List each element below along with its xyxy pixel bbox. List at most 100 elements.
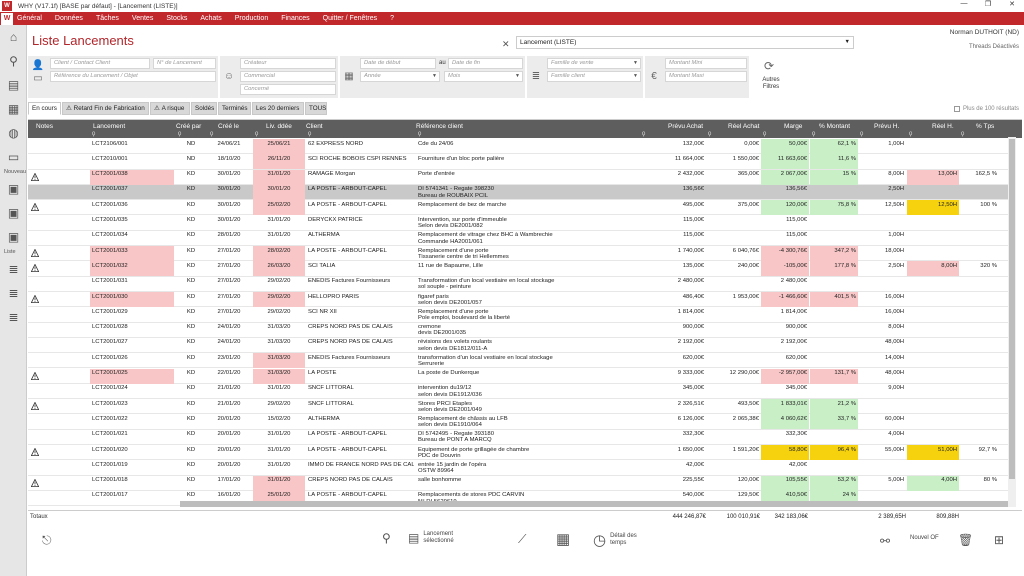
time-detail-button[interactable]: ◷ Détail des temps	[593, 531, 644, 549]
date-debut-field[interactable]: Date de début	[360, 58, 436, 69]
clear-select-icon[interactable]: ✕	[502, 39, 510, 49]
column-header-5[interactable]: Client	[306, 123, 323, 130]
date-fin-field[interactable]: Date de fin	[448, 58, 523, 69]
table-row[interactable]: LCT2001/034 KD 28/01/20 31/01/20 ALTHERMA Rem…	[28, 231, 1008, 247]
famille-client-select[interactable]: Famille client ▼	[547, 71, 641, 82]
column-search-icon[interactable]: ϙ	[708, 131, 712, 137]
table-row[interactable]: LCT2001/033 KD 27/01/20 28/02/20 LA POSTE - …	[28, 246, 1008, 262]
column-header-0[interactable]: Notes	[36, 123, 53, 130]
table-row[interactable]: LCT2001/019 KD 20/01/20 31/01/20 IMMO DE FRA…	[28, 460, 1008, 476]
column-search-icon[interactable]: ϙ	[961, 131, 965, 137]
menu-item-6[interactable]: Production	[234, 15, 269, 22]
menu-item-4[interactable]: Stocks	[166, 15, 188, 22]
montant-maxi-field[interactable]: Montant Maxi	[665, 71, 747, 82]
table-row[interactable]: LCT2001/036 KD 30/01/20 25/02/20 LA POSTE - …	[28, 200, 1008, 216]
new-item-icon[interactable]: ▣	[7, 206, 20, 220]
table-row[interactable]: LCT2001/021 KD 20/01/20 31/01/20 LA POSTE - …	[28, 430, 1008, 445]
other-filters-button[interactable]: Autres Filtres	[762, 77, 780, 90]
maximize-icon[interactable]: ❐	[984, 1, 992, 8]
table-row[interactable]: LCT2001/037 KD 30/01/20 30/01/20 LA POSTE - …	[28, 184, 1008, 201]
menu-logo-icon[interactable]: W	[1, 12, 13, 25]
column-header-6[interactable]: Référence client	[416, 123, 463, 130]
column-search-icon[interactable]: ϙ	[255, 131, 259, 137]
close-icon[interactable]: ✕	[1009, 1, 1015, 8]
menu-item-0[interactable]: Général	[17, 15, 42, 22]
column-search-icon[interactable]: ϙ	[812, 131, 816, 137]
column-header-3[interactable]: Créé le	[218, 123, 239, 130]
column-header-9[interactable]: Marge	[784, 123, 803, 130]
table-row[interactable]: LCT2001/027 KD 24/01/20 31/03/20 CREPS NORD …	[28, 338, 1008, 354]
column-header-2[interactable]: Créé par	[176, 123, 202, 130]
tab-1[interactable]: ⚠ Retard Fin de Fabrication	[62, 102, 149, 115]
table-row[interactable]: LCT2001/025 KD 22/01/20 31/03/20 LA POSTE La …	[28, 368, 1008, 384]
menu-item-2[interactable]: Tâches	[95, 15, 119, 22]
table-row[interactable]: LCT2001/031 KD 27/01/20 29/02/20 ENEDIS Fact…	[28, 277, 1008, 292]
menu-item-1[interactable]: Données	[54, 15, 83, 22]
column-search-icon[interactable]: ϙ	[178, 131, 182, 137]
column-header-8[interactable]: Réel Achat	[728, 123, 760, 130]
createur-field[interactable]: Créateur	[240, 58, 336, 69]
tab-6[interactable]: TOUS	[305, 102, 327, 115]
column-search-icon[interactable]: ϙ	[308, 131, 312, 137]
search-tools-button[interactable]: ⚲	[382, 531, 395, 545]
vertical-scrollbar-thumb[interactable]	[1009, 139, 1015, 479]
add-button[interactable]: ⊞	[994, 533, 1008, 547]
mois-select[interactable]: Mois ▼	[444, 71, 523, 82]
menu-item-7[interactable]: Finances	[281, 15, 310, 22]
annee-select[interactable]: Année ▼	[360, 71, 440, 82]
table-row[interactable]: LCT2001/028 KD 24/01/20 31/03/20 CREPS NORD …	[28, 323, 1008, 338]
table-row[interactable]: LCT2001/032 KD 27/01/20 26/03/20 SCI TALIA 11…	[28, 261, 1008, 277]
new-document-icon[interactable]: ▣	[7, 182, 20, 196]
clipboard-icon[interactable]: ▤	[7, 78, 20, 92]
lancement-reference-field[interactable]: Référence du Lancement / Objet	[50, 71, 216, 82]
refresh-icon[interactable]: ⟳	[763, 59, 775, 73]
column-search-icon[interactable]: ϙ	[418, 131, 422, 137]
tab-4[interactable]: Terminés	[218, 102, 251, 115]
column-search-icon[interactable]: ϙ	[642, 131, 646, 137]
chart-button[interactable]: ⟋	[518, 532, 530, 547]
table-row[interactable]: LCT2001/020 KD 20/01/20 31/01/20 LA POSTE - …	[28, 445, 1008, 461]
commercial-field[interactable]: Commercial	[240, 71, 336, 82]
table-row[interactable]: LCT2001/024 KD 21/01/20 31/01/20 SNCF LITTOR…	[28, 384, 1008, 400]
lancement-number-field[interactable]: N° de Lancement	[153, 58, 216, 69]
more-results-checkbox[interactable]	[953, 106, 960, 112]
tab-0[interactable]: En cours	[28, 102, 61, 115]
table-row[interactable]: LCT2001/030 KD 27/01/20 29/02/20 HELLOPRO PA…	[28, 292, 1008, 308]
calculator-icon[interactable]: ▦	[7, 102, 20, 116]
column-header-10[interactable]: % Montant	[819, 123, 851, 130]
folder-icon[interactable]: ▭	[7, 150, 20, 164]
lancement-selected-button[interactable]: ▤ Lancement sélectionné	[408, 531, 463, 545]
tab-2[interactable]: ⚠ A risque	[150, 102, 190, 115]
column-header-12[interactable]: Réel H.	[932, 123, 954, 130]
client-contact-field[interactable]: Client / Contact Client	[50, 58, 150, 69]
column-search-icon[interactable]: ϙ	[909, 131, 913, 137]
new-file-icon[interactable]: ▣	[7, 230, 20, 244]
table-row[interactable]: LCT2001/018 KD 17/01/20 31/01/20 CREPS NORD …	[28, 475, 1008, 491]
menu-item-5[interactable]: Achats	[200, 15, 222, 22]
column-search-icon[interactable]: ϙ	[92, 131, 96, 137]
column-header-13[interactable]: % Tps	[976, 123, 995, 130]
famille-vente-select[interactable]: Famille de vente ▼	[547, 58, 641, 69]
table-row[interactable]: LCT2001/026 KD 23/01/20 31/03/20 ENEDIS Fact…	[28, 353, 1008, 369]
list-icon-2[interactable]: ≣	[8, 286, 19, 300]
montant-mini-field[interactable]: Montant Mini	[665, 58, 747, 69]
column-header-11[interactable]: Prévu H.	[874, 123, 900, 130]
view-select[interactable]: Lancement (LISTE) ▼	[516, 36, 854, 49]
table-row[interactable]: LCT2001/035 KD 30/01/20 31/01/20 DERYCKX PAT…	[28, 216, 1008, 231]
list-icon-1[interactable]: ≣	[8, 262, 19, 276]
column-search-icon[interactable]: ϙ	[210, 131, 214, 137]
delete-button[interactable]: 🗑	[958, 533, 977, 547]
concerne-field[interactable]: Concerné	[240, 84, 336, 95]
tab-3[interactable]: Soldés	[191, 102, 217, 115]
horizontal-scrollbar[interactable]	[180, 501, 1008, 507]
new-of-label[interactable]: Nouvel OF	[910, 535, 939, 541]
column-search-icon[interactable]: ϙ	[860, 131, 864, 137]
menu-item-9[interactable]: ?	[390, 15, 394, 22]
table-row[interactable]: LCT2010/001 ND 18/10/20 26/11/20 SCI ROCHE B…	[28, 154, 1008, 170]
table-row[interactable]: LCT2001/022 KD 20/01/20 15/02/20 ALTHERMA Rem…	[28, 414, 1008, 430]
tab-5[interactable]: Les 20 derniers	[252, 102, 304, 115]
table-row[interactable]: LCT2106/001 ND 24/06/21 25/06/21 62 EXPRESS …	[28, 139, 1008, 155]
table-row[interactable]: LCT2001/023 KD 21/01/20 29/02/20 SNCF LITTOR…	[28, 399, 1008, 415]
list-icon-3[interactable]: ≣	[8, 310, 19, 324]
minimize-icon[interactable]: —	[960, 0, 968, 7]
